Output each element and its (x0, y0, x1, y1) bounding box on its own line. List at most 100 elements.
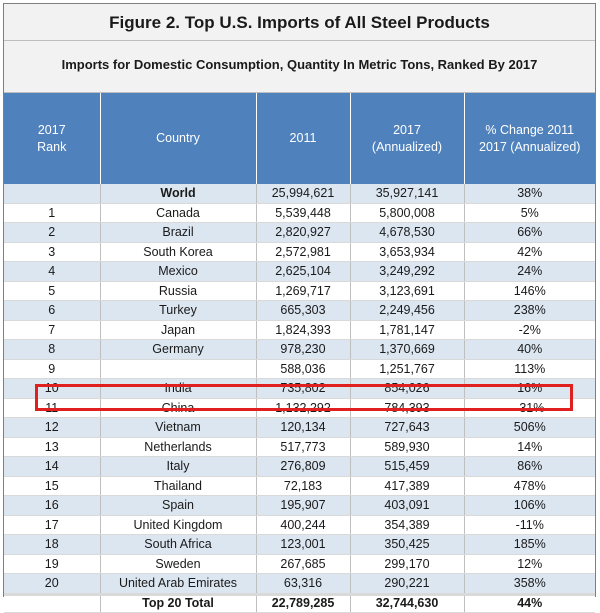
country-cell: Thailand (99, 476, 256, 496)
rank-cell: 6 (4, 300, 100, 321)
change-cell: 113% (463, 359, 595, 379)
change-cell: 358% (463, 573, 595, 594)
rank-cell: 20 (4, 573, 100, 594)
country-cell: Netherlands (99, 437, 256, 457)
col-header-2017-line2: (Annualized) (371, 139, 443, 154)
rank-cell: 17 (4, 515, 100, 535)
world-rank-cell (4, 184, 100, 204)
rank-cell: 1 (4, 203, 100, 223)
rank-cell: 13 (4, 437, 100, 457)
2011-cell: 1,824,393 (255, 320, 350, 340)
2011-cell: 517,773 (255, 437, 350, 457)
table-row: 14 Italy 276,809 515,459 86% (4, 456, 595, 477)
col-header-country: Country (99, 93, 256, 184)
rank-cell: 9 (4, 359, 100, 379)
rank-cell: 16 (4, 495, 100, 516)
col-header-rank-line2: Rank (37, 139, 67, 154)
steel-imports-table: 2017 Rank Country 2011 2017 (Annualized)… (4, 93, 595, 613)
country-cell: Vietnam (99, 417, 256, 438)
table-row: 15 Thailand 72,183 417,389 478% (4, 476, 595, 496)
change-cell: 5% (463, 203, 595, 223)
country-cell: Spain (99, 495, 256, 516)
country-cell: South Africa (99, 534, 256, 555)
change-cell: -31% (463, 398, 595, 418)
table-row: 9 588,036 1,251,767 113% (4, 359, 595, 379)
2011-cell: 2,820,927 (255, 222, 350, 243)
2017-cell: 727,643 (349, 417, 464, 438)
table-row: 7 Japan 1,824,393 1,781,147 -2% (4, 320, 595, 340)
2017-cell: 4,678,530 (349, 222, 464, 243)
table-row: 3 South Korea 2,572,981 3,653,934 42% (4, 242, 595, 262)
rank-cell: 4 (4, 261, 100, 282)
2017-cell: 3,123,691 (349, 281, 464, 301)
rank-cell: 7 (4, 320, 100, 340)
change-cell: 506% (463, 417, 595, 438)
table-row: 2 Brazil 2,820,927 4,678,530 66% (4, 222, 595, 243)
world-row: World 25,994,621 35,927,141 38% (4, 184, 595, 204)
2017-cell: 589,930 (349, 437, 464, 457)
col-header-rank: 2017 Rank (4, 93, 100, 184)
2011-cell: 123,001 (255, 534, 350, 555)
world-change-cell: 38% (463, 184, 595, 204)
rank-cell: 18 (4, 534, 100, 555)
2011-cell: 195,907 (255, 495, 350, 516)
2011-cell: 1,269,717 (255, 281, 350, 301)
col-header-2011: 2011 (255, 93, 350, 184)
change-cell: 66% (463, 222, 595, 243)
2017-cell: 417,389 (349, 476, 464, 496)
table-row: 1 Canada 5,539,448 5,800,008 5% (4, 203, 595, 223)
country-cell: Sweden (99, 554, 256, 574)
2011-cell: 267,685 (255, 554, 350, 574)
2011-cell: 72,183 (255, 476, 350, 496)
title-divider (4, 40, 595, 41)
rank-cell: 14 (4, 456, 100, 477)
2017-cell: 354,389 (349, 515, 464, 535)
2017-cell: 784,393 (349, 398, 464, 418)
rank-cell: 19 (4, 554, 100, 574)
country-cell: Russia (99, 281, 256, 301)
2017-cell: 515,459 (349, 456, 464, 477)
table-body: World 25,994,621 35,927,141 38% 1 Canada 5… (4, 184, 595, 594)
2017-cell: 5,800,008 (349, 203, 464, 223)
country-cell: Germany (99, 339, 256, 360)
world-2017-cell: 35,927,141 (349, 184, 464, 204)
table-row: 10 India 735,802 854,026 16% (4, 378, 595, 399)
rank-cell: 10 (4, 378, 100, 399)
2017-cell: 290,221 (349, 573, 464, 594)
2011-cell: 978,230 (255, 339, 350, 360)
2017-cell: 3,249,292 (349, 261, 464, 282)
rank-cell: 15 (4, 476, 100, 496)
country-cell: Turkey (99, 300, 256, 321)
change-cell: 238% (463, 300, 595, 321)
figure-frame: Figure 2. Top U.S. Imports of All Steel … (3, 3, 596, 613)
rank-cell: 11 (4, 398, 100, 418)
change-cell: 106% (463, 495, 595, 516)
table-row: 13 Netherlands 517,773 589,930 14% (4, 437, 595, 457)
rank-cell: 2 (4, 222, 100, 243)
2017-cell: 350,425 (349, 534, 464, 555)
2017-cell: 1,251,767 (349, 359, 464, 379)
2011-cell: 5,539,448 (255, 203, 350, 223)
change-cell: -2% (463, 320, 595, 340)
table-row: 18 South Africa 123,001 350,425 185% (4, 534, 595, 555)
change-cell: 185% (463, 534, 595, 555)
rank-cell: 3 (4, 242, 100, 262)
world-2011-cell: 25,994,621 (255, 184, 350, 204)
col-header-2017-line1: 2017 (393, 122, 421, 137)
change-cell: 478% (463, 476, 595, 496)
change-cell: 42% (463, 242, 595, 262)
2011-cell: 2,572,981 (255, 242, 350, 262)
country-cell: United Arab Emirates (99, 573, 256, 594)
2017-cell: 403,091 (349, 495, 464, 516)
2017-cell: 1,781,147 (349, 320, 464, 340)
col-header-change-line2: 2017 (Annualized) (479, 139, 581, 154)
2017-cell: 1,370,669 (349, 339, 464, 360)
country-cell: South Korea (99, 242, 256, 262)
table-row: 19 Sweden 267,685 299,170 12% (4, 554, 595, 574)
table-row: 20 United Arab Emirates 63,316 290,221 358% (4, 573, 595, 594)
2011-cell: 665,303 (255, 300, 350, 321)
change-cell: 40% (463, 339, 595, 360)
bottom-strip (4, 594, 595, 596)
country-cell: United Kingdom (99, 515, 256, 535)
2011-cell: 1,132,292 (255, 398, 350, 418)
